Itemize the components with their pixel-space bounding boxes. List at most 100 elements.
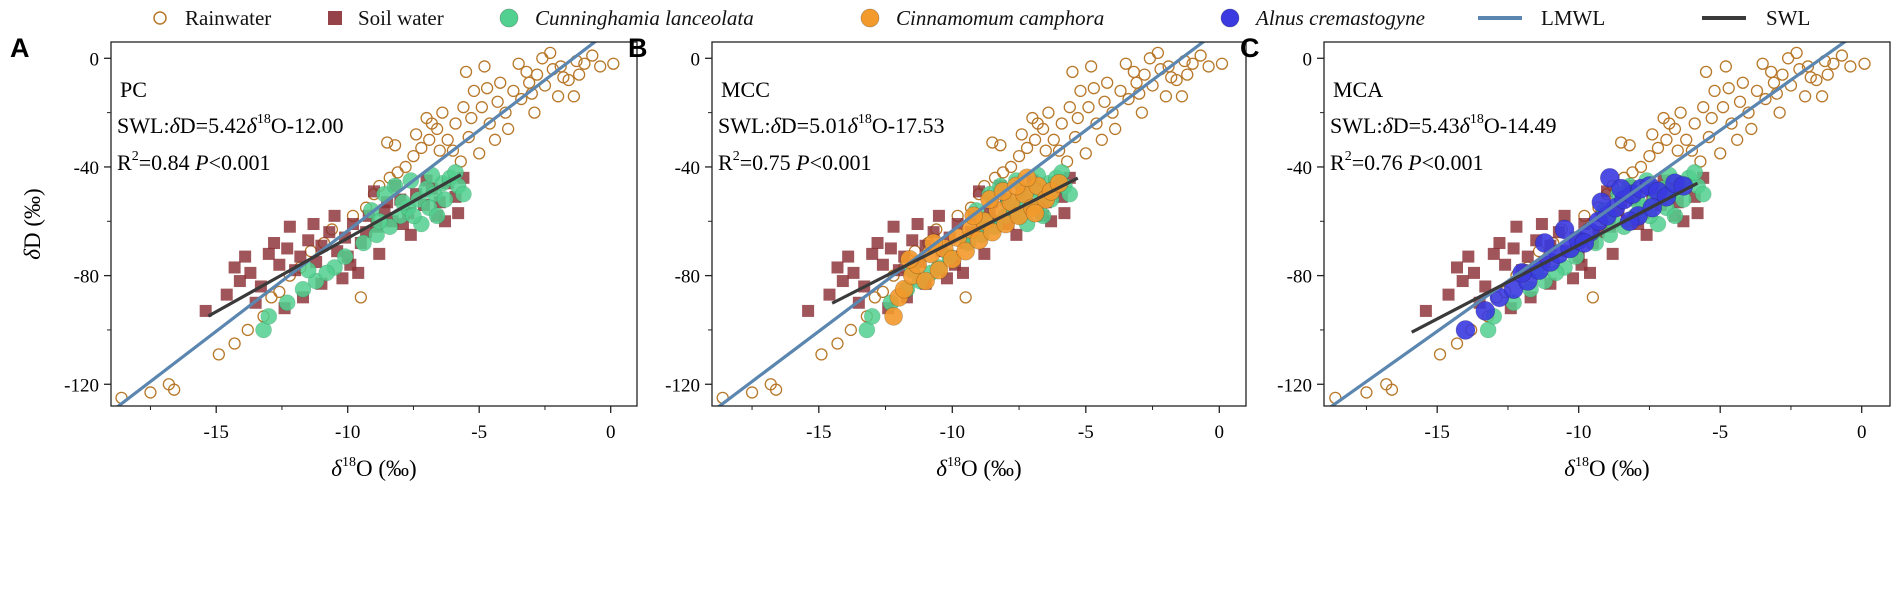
x-tick-label: -15 — [1425, 422, 1450, 443]
rain-point — [446, 144, 460, 157]
legend-item-cc: Cinnamomum camphora — [860, 6, 1104, 30]
rain-point — [551, 90, 565, 103]
rain-point — [1660, 133, 1673, 146]
site-label: PC — [120, 77, 147, 102]
y-tick-label: -40 — [74, 158, 99, 179]
x-tick-label: 0 — [606, 422, 616, 443]
soil-point — [268, 237, 281, 250]
cl-point — [1686, 164, 1704, 181]
rain-point — [528, 106, 541, 119]
rain-point — [1028, 133, 1042, 146]
legend-label-ac: Alnus cremastogyne — [1254, 6, 1425, 30]
rain-point — [1674, 106, 1687, 119]
rain-point — [473, 147, 486, 160]
rain-point — [1068, 130, 1082, 144]
rain-point — [1626, 166, 1639, 179]
soil-point — [831, 261, 844, 274]
cc-point — [969, 230, 989, 250]
soil-point — [404, 228, 417, 241]
rain-point — [815, 348, 828, 361]
soil-point — [1419, 304, 1432, 317]
rain-point — [475, 101, 488, 114]
rain-point — [1643, 149, 1656, 163]
rain-point — [478, 60, 491, 73]
rain-point — [1138, 68, 1151, 81]
cl-point — [428, 207, 446, 225]
soil-point — [1487, 247, 1500, 260]
x-tick-label: -5 — [1078, 422, 1094, 443]
rain-point — [1722, 82, 1735, 95]
rain-point — [959, 291, 972, 304]
cl-point — [1694, 185, 1712, 203]
rain-point — [1651, 141, 1665, 155]
rain-point — [1066, 65, 1079, 79]
rain-point — [1114, 84, 1127, 98]
x-tick-label: -5 — [471, 422, 487, 443]
soil-point — [1567, 272, 1580, 285]
legend-label-rain: Rainwater — [185, 6, 271, 30]
rain-point — [1745, 122, 1758, 136]
soil-point — [1691, 207, 1704, 220]
rain-point — [594, 60, 607, 73]
rain-point — [1646, 128, 1659, 141]
legend-marker-soil — [328, 11, 342, 25]
cc-point — [884, 307, 903, 326]
legend-item-ac: Alnus cremastogyne — [1220, 6, 1425, 30]
rain-point — [1181, 68, 1194, 81]
y-tick-label: 0 — [691, 49, 701, 70]
rain-point — [1725, 117, 1738, 130]
site-label: MCC — [721, 77, 770, 102]
rain-point — [1697, 101, 1710, 114]
panel-letter: C — [1240, 33, 1260, 63]
rain-point — [1087, 82, 1100, 95]
soil-point — [932, 209, 945, 222]
cl-point — [1061, 185, 1079, 203]
rain-point — [1082, 101, 1095, 114]
y-tick-label: 0 — [90, 49, 100, 70]
legend-label-cl: Cunninghamia lanceolata — [535, 6, 754, 30]
rain-point — [1159, 90, 1173, 103]
rain-point — [459, 65, 473, 79]
rain-point — [1810, 73, 1823, 87]
soil-point — [1493, 237, 1506, 250]
rain-point — [996, 166, 1010, 179]
rain-point — [1450, 337, 1464, 350]
rain-point — [1084, 60, 1098, 73]
cl-point — [455, 185, 472, 203]
rain-point — [433, 144, 446, 157]
rain-point — [1012, 149, 1026, 163]
soil-point — [199, 304, 212, 317]
rain-point — [212, 348, 225, 361]
rain-point — [1020, 141, 1034, 155]
plot-frame — [1323, 41, 1891, 407]
y-tick-label: -40 — [675, 158, 700, 179]
rain-point — [607, 57, 620, 70]
soil-point — [328, 209, 341, 222]
ac-point — [1591, 192, 1612, 213]
y-tick-label: -80 — [675, 267, 700, 288]
cl-point — [318, 264, 335, 282]
soil-point — [884, 242, 897, 255]
rain-point — [1790, 46, 1803, 60]
soil-point — [1456, 275, 1469, 288]
rain-point — [544, 46, 557, 60]
rain-point — [507, 84, 520, 98]
rain-point — [462, 130, 475, 144]
rain-point — [1215, 57, 1229, 70]
soil-point — [273, 258, 286, 271]
rain-point — [1767, 76, 1781, 89]
panel-A: A -15 -10 -5 0 0 -40 -80 -120 δ18O (‰) δD (‰) PC SWL… — [10, 33, 638, 481]
panel-letter: A — [10, 33, 30, 63]
ac-point — [1455, 320, 1476, 340]
rain-point — [441, 133, 454, 146]
ac-point — [1534, 233, 1555, 253]
rain-point — [1764, 65, 1778, 79]
rain-point — [1699, 65, 1713, 79]
rain-point — [1098, 95, 1111, 108]
rain-point — [536, 52, 549, 65]
rain-point — [1615, 136, 1628, 149]
x-tick-label: -10 — [1566, 422, 1591, 443]
cc-point — [956, 241, 976, 261]
soil-point — [336, 272, 349, 285]
soil-point — [1467, 266, 1480, 279]
